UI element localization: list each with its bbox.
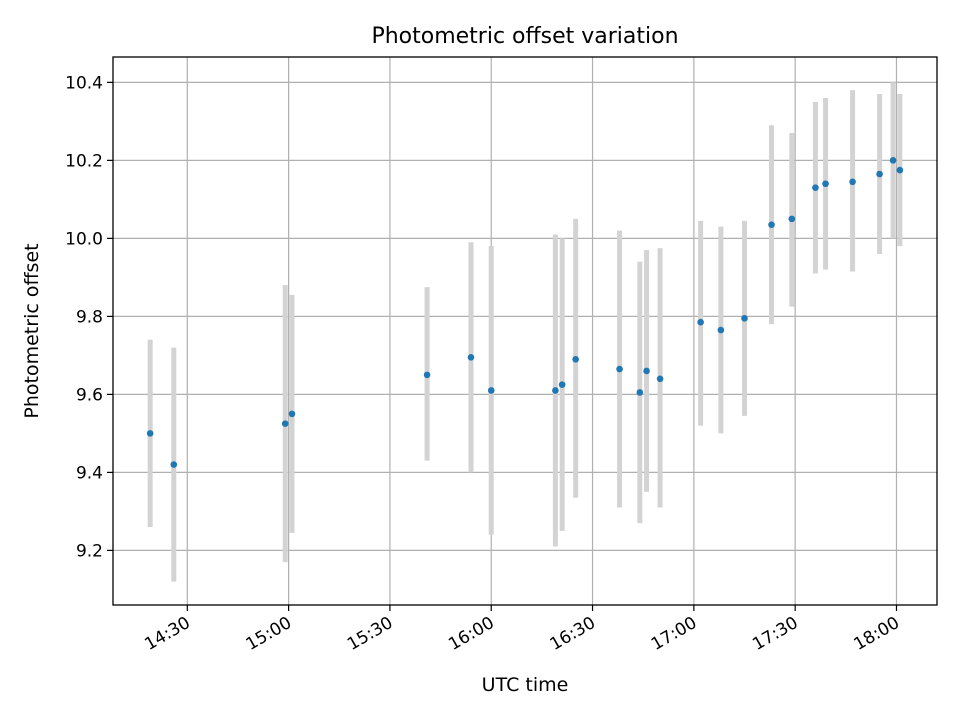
data-point bbox=[643, 367, 650, 375]
data-point bbox=[812, 184, 819, 191]
y-tick-label: 9.4 bbox=[76, 463, 103, 483]
y-axis-label: Photometric offset bbox=[21, 243, 43, 418]
data-point bbox=[876, 170, 883, 178]
data-point bbox=[788, 215, 796, 223]
data-point bbox=[896, 166, 904, 174]
data-point bbox=[281, 420, 289, 427]
y-tick-label: 10.4 bbox=[65, 73, 103, 93]
plot-area-frame bbox=[112, 56, 938, 606]
x-axis-label: UTC time bbox=[482, 674, 569, 696]
y-tick-label: 9.8 bbox=[76, 307, 103, 327]
data-point bbox=[768, 221, 775, 229]
data-point bbox=[741, 315, 748, 322]
data-point bbox=[572, 355, 579, 363]
y-tick-label: 9.6 bbox=[76, 385, 103, 405]
data-point bbox=[423, 371, 431, 379]
data-point bbox=[636, 389, 644, 396]
data-point bbox=[467, 354, 475, 361]
chart-title: Photometric offset variation bbox=[371, 24, 678, 49]
data-point bbox=[849, 178, 856, 186]
data-point bbox=[288, 410, 296, 418]
data-point bbox=[552, 387, 559, 394]
y-tick-label: 10.0 bbox=[65, 229, 103, 249]
data-points bbox=[146, 157, 904, 468]
data-point bbox=[487, 387, 495, 394]
data-point bbox=[146, 430, 154, 437]
data-point bbox=[889, 157, 897, 164]
y-tick-label: 10.2 bbox=[65, 151, 103, 171]
data-point bbox=[558, 381, 566, 388]
data-point bbox=[170, 461, 178, 468]
data-point bbox=[656, 375, 664, 383]
data-point bbox=[822, 180, 829, 188]
data-point bbox=[697, 318, 704, 326]
data-point bbox=[616, 365, 623, 373]
data-point bbox=[717, 326, 725, 334]
y-tick-label: 9.2 bbox=[76, 541, 103, 561]
